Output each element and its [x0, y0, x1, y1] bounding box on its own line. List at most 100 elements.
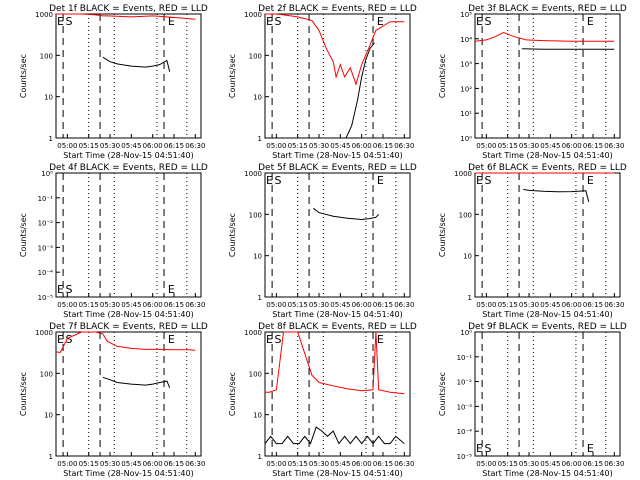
- plot-frame: [264, 331, 411, 457]
- x-tick-label: 06:15: [583, 142, 603, 150]
- y-tick-label: 1000: [244, 11, 262, 19]
- x-tick-label: 06:00: [562, 460, 582, 468]
- x-tick-label: 06:00: [352, 301, 372, 309]
- y-tick-label: 1000: [35, 329, 53, 337]
- event-marker-label: S: [66, 283, 73, 296]
- y-axis-label: Counts/sec: [19, 213, 28, 257]
- x-tick-label: 05:30: [309, 142, 329, 150]
- events-series-line: [264, 426, 405, 445]
- y-tick-label: 10⁻²: [38, 220, 54, 228]
- x-axis-label: Start Time (28-Nov-15 04:51:40): [482, 151, 612, 160]
- events-series-line: [521, 48, 615, 50]
- event-marker-label: E: [377, 333, 384, 346]
- x-tick-label: 06:15: [164, 460, 184, 468]
- y-tick-label: 100: [40, 370, 53, 378]
- lld-series-line: [56, 13, 196, 20]
- event-marker-label: S: [485, 15, 492, 28]
- event-marker-label: E: [266, 174, 273, 187]
- x-tick-label: 05:15: [79, 301, 99, 309]
- events-series-line: [102, 376, 171, 388]
- x-tick-label: 05:15: [288, 142, 308, 150]
- x-tick-label: 05:15: [79, 460, 99, 468]
- y-axis-label: Counts/sec: [19, 372, 28, 416]
- y-tick-label: 100: [249, 370, 262, 378]
- x-axis-label: Start Time (28-Nov-15 04:51:40): [272, 151, 402, 160]
- x-tick-label: 06:30: [185, 460, 205, 468]
- panel-title: Det 4f BLACK = Events, RED = LLD: [49, 163, 208, 173]
- y-tick-label: 10⁻⁴: [38, 269, 54, 277]
- x-tick-label: 06:00: [352, 142, 372, 150]
- x-tick-label: 06:30: [185, 301, 205, 309]
- x-tick-label: 05:00: [57, 142, 77, 150]
- x-tick-label: 06:15: [373, 142, 393, 150]
- event-marker-label: E: [377, 15, 384, 28]
- event-marker-label: S: [275, 15, 282, 28]
- x-tick-label: 06:30: [604, 460, 624, 468]
- x-tick-label: 05:00: [476, 460, 496, 468]
- event-marker-label: E: [57, 283, 64, 296]
- x-tick-label: 05:00: [476, 142, 496, 150]
- plot-frame: [264, 172, 411, 298]
- detector-panel: Det 9f BLACK = Events, RED = LLD 05:00 05:…: [438, 322, 627, 478]
- y-tick-label: 10⁴: [460, 36, 472, 44]
- panel-title: Det 8f BLACK = Events, RED = LLD: [258, 322, 417, 332]
- x-tick-label: 06:15: [164, 301, 184, 309]
- x-tick-label: 06:30: [394, 301, 414, 309]
- x-tick-label: 05:00: [57, 301, 77, 309]
- y-tick-label: 1: [49, 453, 53, 461]
- x-tick-label: 05:45: [330, 460, 350, 468]
- x-tick-label: 06:30: [394, 460, 414, 468]
- plot-frame: [474, 13, 621, 139]
- event-marker-label: S: [275, 333, 282, 346]
- lld-series-line: [474, 31, 615, 42]
- x-axis-label: Start Time (28-Nov-15 04:51:40): [63, 151, 193, 160]
- y-tick-label: 1: [468, 294, 472, 302]
- event-marker-label: E: [476, 15, 483, 28]
- y-tick-label: 10⁻⁴: [457, 428, 473, 436]
- x-tick-label: 05:15: [498, 142, 518, 150]
- x-tick-label: 05:45: [540, 142, 560, 150]
- y-axis-label: Counts/sec: [228, 372, 237, 416]
- y-tick-label: 100: [40, 52, 53, 60]
- y-axis-label: Counts/sec: [228, 213, 237, 257]
- x-tick-label: 05:30: [519, 460, 539, 468]
- y-axis-label: Counts/sec: [438, 54, 447, 98]
- x-tick-label: 05:45: [330, 142, 350, 150]
- lld-series-line: [55, 331, 196, 354]
- x-tick-label: 05:30: [519, 142, 539, 150]
- x-tick-label: 06:00: [143, 142, 163, 150]
- y-tick-label: 1: [258, 135, 262, 143]
- x-tick-label: 05:30: [100, 301, 120, 309]
- x-tick-label: 06:15: [373, 301, 393, 309]
- y-tick-label: 10³: [460, 61, 472, 69]
- event-marker-label: E: [57, 333, 64, 346]
- x-tick-label: 06:00: [562, 301, 582, 309]
- x-tick-label: 05:15: [288, 301, 308, 309]
- x-tick-label: 05:15: [498, 301, 518, 309]
- y-tick-label: 10: [44, 94, 53, 102]
- y-axis-label: Counts/sec: [228, 54, 237, 98]
- y-tick-label: 10⁰: [460, 135, 472, 143]
- panel-title: Det 9f BLACK = Events, RED = LLD: [468, 322, 627, 332]
- y-tick-label: 10: [463, 253, 472, 261]
- event-marker-label: E: [168, 283, 175, 296]
- x-tick-label: 05:30: [309, 301, 329, 309]
- panel-title: Det 5f BLACK = Events, RED = LLD: [258, 163, 417, 173]
- event-marker-label: E: [266, 15, 273, 28]
- x-tick-label: 05:30: [519, 301, 539, 309]
- x-tick-label: 05:45: [330, 301, 350, 309]
- x-tick-label: 06:15: [583, 460, 603, 468]
- y-tick-label: 10⁻⁵: [38, 294, 54, 302]
- x-tick-label: 06:00: [352, 460, 372, 468]
- events-series-line: [523, 188, 590, 203]
- panel-title: Det 1f BLACK = Events, RED = LLD: [49, 4, 208, 14]
- y-tick-label: 1000: [244, 329, 262, 337]
- plot-frame: [264, 13, 411, 139]
- y-tick-label: 10⁰: [41, 170, 53, 178]
- event-marker-label: E: [587, 174, 594, 187]
- y-tick-label: 1: [258, 294, 262, 302]
